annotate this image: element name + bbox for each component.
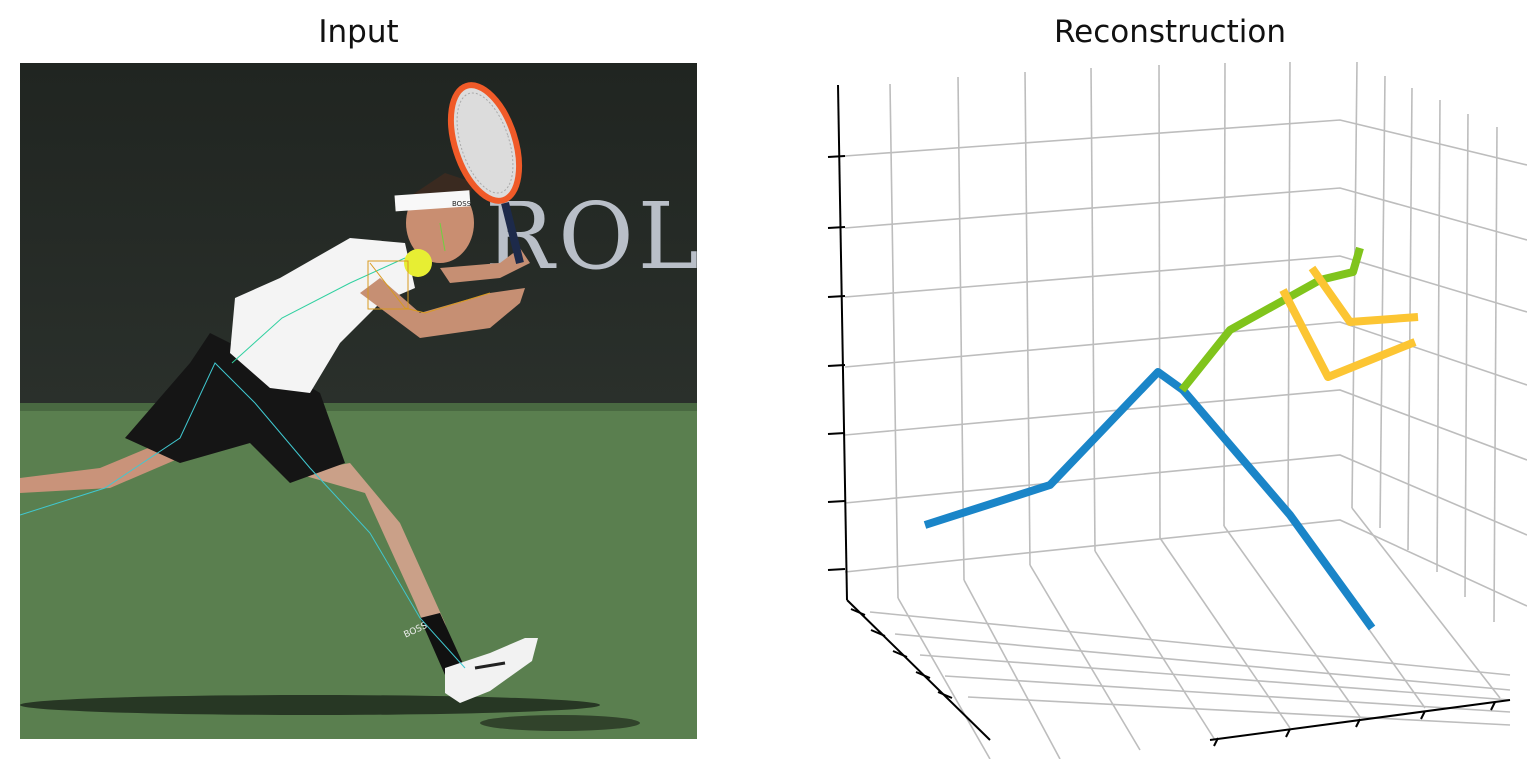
z-axis-tick — [827, 155, 846, 158]
grid-horizontal-line — [844, 389, 1527, 461]
grid-horizontal-line — [844, 187, 1527, 241]
x-axis — [846, 599, 991, 741]
grid-vertical-line — [1379, 75, 1386, 529]
y-axis-tick — [1490, 701, 1496, 711]
grid-floor-line — [1223, 525, 1361, 718]
pose-overlay — [20, 222, 491, 669]
grid-vertical-line — [889, 83, 899, 599]
z-axis-tick — [827, 364, 846, 367]
grid-lines — [844, 61, 1527, 759]
grid-floor-line — [894, 633, 1511, 691]
reconstruction-3d-plot — [827, 61, 1527, 759]
lower-arm-bone — [1279, 288, 1417, 381]
upper-arm-bone — [1308, 265, 1419, 326]
grid-vertical-line — [1464, 113, 1469, 598]
headband-logo-text: BOSS — [452, 200, 472, 208]
grid-vertical-line — [1223, 62, 1226, 527]
y-axis-tick — [1213, 737, 1219, 747]
grid-floor-line — [963, 579, 1061, 759]
grid-horizontal-line — [844, 321, 1527, 386]
x-axis-tick — [937, 691, 953, 699]
grid-vertical-line — [1351, 61, 1358, 509]
tennis-racket — [447, 82, 523, 204]
y-axis-tick — [1285, 728, 1291, 738]
grid-floor-line — [1159, 537, 1291, 729]
grid-floor-line — [897, 597, 991, 759]
x-axis-tick — [850, 608, 866, 616]
input-photo: ROL BOSS BOSS — [20, 63, 697, 739]
plot-axes — [827, 84, 1511, 747]
spine-head-bone — [1178, 246, 1364, 393]
z-axis-tick — [827, 226, 846, 229]
grid-floor-line — [919, 654, 1511, 701]
tennis-ball — [404, 249, 432, 277]
left-leg-bone — [923, 368, 1186, 529]
grid-horizontal-line — [844, 255, 1527, 313]
reconstruction-panel-title: Reconstruction — [1053, 14, 1286, 50]
grid-floor-line — [1094, 550, 1216, 741]
grid-floor-line — [1029, 564, 1141, 751]
right-leg-bone — [1179, 387, 1376, 631]
z-axis — [837, 84, 848, 601]
player-shadow — [20, 695, 600, 715]
grid-vertical-line — [1287, 61, 1291, 517]
z-axis-tick — [827, 432, 846, 435]
z-axis-tick — [827, 500, 846, 503]
x-axis-tick — [892, 650, 908, 658]
grid-floor-line — [869, 611, 1511, 676]
z-axis-tick — [827, 295, 846, 298]
z-axis-tick — [827, 568, 846, 571]
background-banner-text: ROL — [485, 183, 697, 290]
y-axis-tick — [1420, 710, 1426, 720]
grid-floor-line — [944, 675, 1511, 713]
grid-vertical-line — [1158, 64, 1161, 539]
grid-horizontal-line — [844, 119, 1527, 166]
grid-floor-line — [1351, 507, 1501, 699]
x-axis-tick — [915, 671, 931, 679]
y-axis-tick — [1355, 718, 1361, 728]
grid-vertical-line — [1090, 67, 1096, 552]
grid-horizontal-line — [844, 454, 1527, 536]
grid-horizontal-line — [844, 519, 1527, 607]
skeleton — [923, 246, 1419, 631]
grid-floor-line — [967, 696, 1511, 726]
x-axis-tick — [870, 629, 886, 637]
grid-vertical-line — [1436, 99, 1441, 573]
court-surface — [20, 403, 697, 739]
grid-vertical-line — [1024, 71, 1031, 566]
shoe — [445, 638, 538, 703]
grid-vertical-line — [957, 76, 965, 581]
input-panel-title: Input — [318, 14, 399, 50]
